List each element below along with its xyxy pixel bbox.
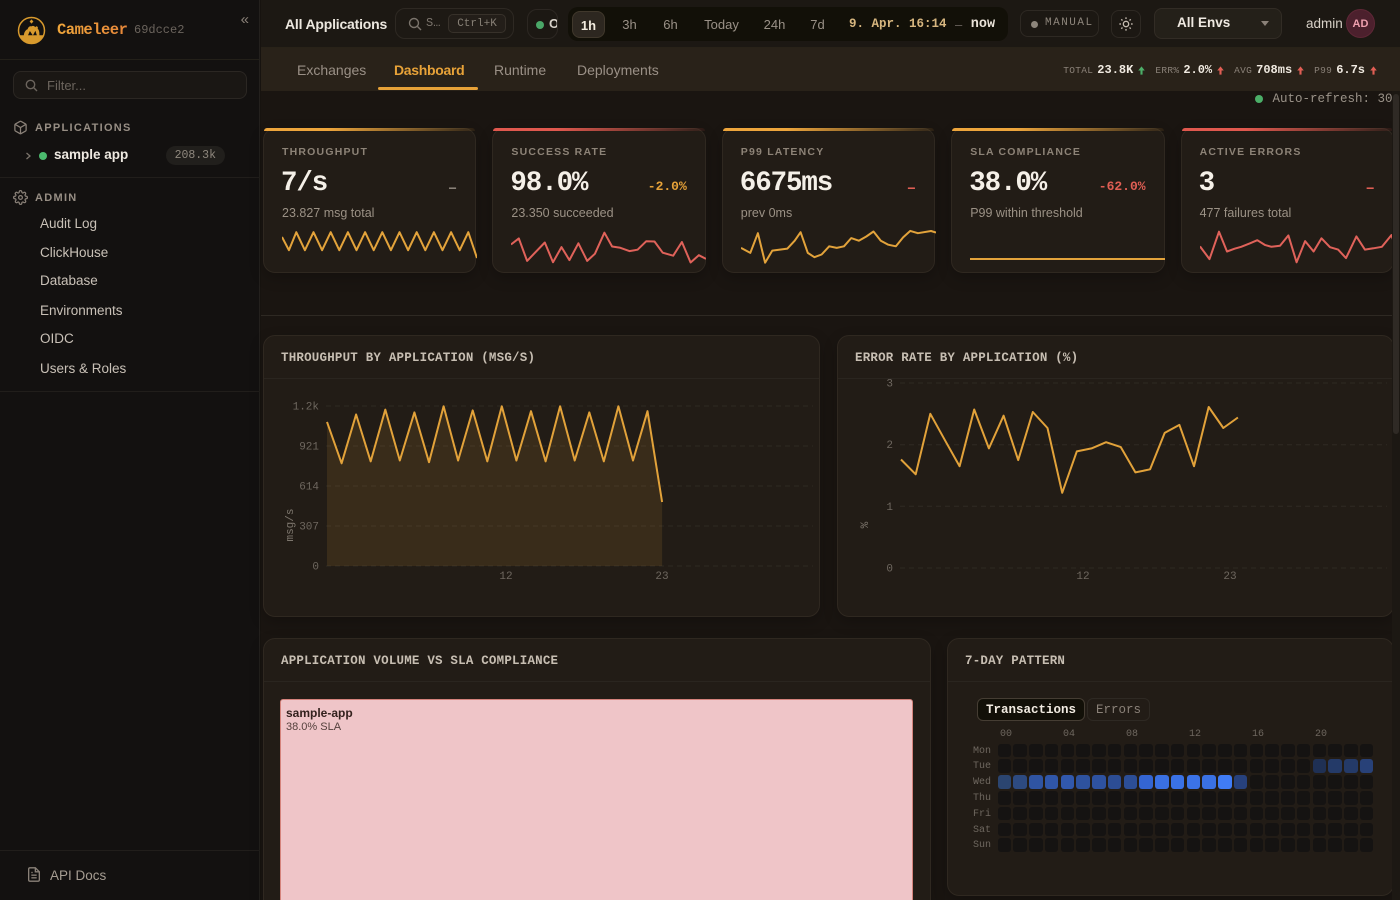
svg-text:%: % — [860, 521, 872, 528]
svg-text:3: 3 — [886, 379, 893, 391]
svg-text:23: 23 — [655, 571, 668, 583]
svg-text:23: 23 — [1223, 571, 1236, 583]
svg-text:12: 12 — [499, 571, 512, 583]
svg-text:307: 307 — [299, 522, 319, 534]
svg-text:msg/s: msg/s — [285, 508, 297, 541]
svg-text:0: 0 — [886, 564, 893, 576]
svg-text:0: 0 — [312, 562, 319, 574]
svg-text:1: 1 — [886, 502, 893, 514]
svg-text:2: 2 — [886, 440, 893, 452]
svg-text:921: 921 — [299, 442, 319, 454]
svg-text:12: 12 — [1076, 571, 1089, 583]
svg-text:614: 614 — [299, 482, 319, 494]
svg-text:1.2k: 1.2k — [293, 402, 320, 414]
